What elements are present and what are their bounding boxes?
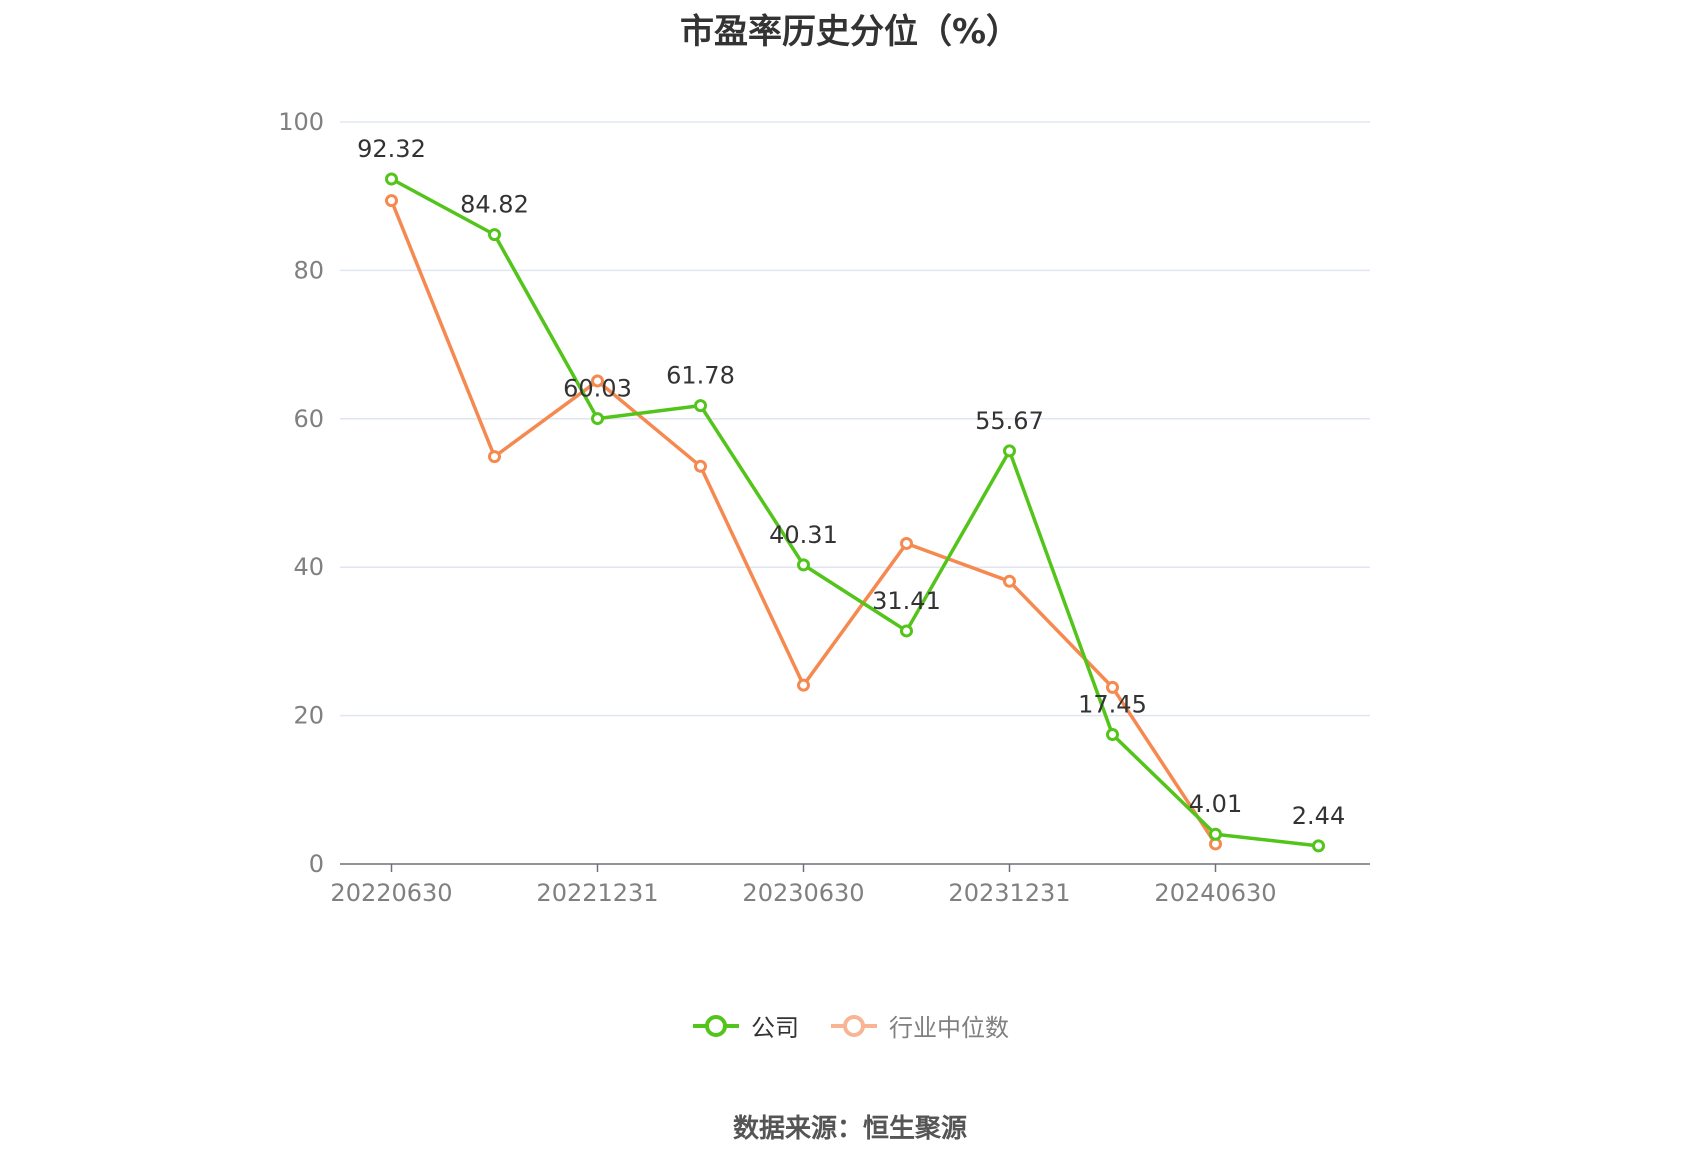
y-tick-label: 20 (293, 702, 324, 730)
grid-layer (340, 121, 1370, 717)
series-point-0 (797, 558, 810, 572)
series-point-0 (1003, 444, 1016, 458)
x-tick-label: 20240630 (1154, 879, 1276, 907)
series-point-0 (1106, 728, 1119, 742)
data-label: 17.45 (1078, 691, 1147, 719)
series-point-1 (694, 459, 707, 473)
series-point-1 (488, 450, 501, 464)
data-label: 55.67 (975, 407, 1044, 435)
data-label: 60.03 (563, 375, 632, 403)
legend-company-marker-icon (693, 1014, 739, 1037)
series-point-0 (1209, 827, 1222, 841)
legend-item-industry[interactable]: 行业中位数 (829, 1008, 1009, 1043)
y-tick-label: 0 (309, 850, 324, 878)
series-point-1 (591, 374, 604, 388)
series-point-0 (1312, 839, 1325, 853)
series-point-0 (591, 412, 604, 426)
y-tick-label: 100 (278, 108, 324, 136)
data-label: 84.82 (460, 191, 529, 219)
x-tick-label: 20221231 (536, 879, 658, 907)
series-point-1 (385, 194, 398, 208)
x-tick-label: 20220630 (330, 879, 452, 907)
data-label: 92.32 (357, 135, 426, 163)
legend-label-industry: 行业中位数 (889, 1014, 1009, 1042)
data-label: 4.01 (1189, 790, 1242, 818)
series-point-0 (694, 399, 707, 413)
data-label-layer: 92.32 84.82 60.03 61.78 40.31 31.41 55.67 17.45… (357, 135, 1345, 830)
data-label: 40.31 (769, 521, 838, 549)
series-point-1 (900, 536, 913, 550)
series-point-1 (1106, 680, 1119, 694)
series-point-0 (488, 228, 501, 242)
series-point-1 (1003, 574, 1016, 588)
y-tick-label: 60 (293, 405, 324, 433)
chart-title: 市盈率历史分位（%） (679, 12, 1021, 52)
legend: 公司 行业中位数 (0, 1008, 1700, 1043)
x-tick-label: 20230630 (742, 879, 864, 907)
legend-item-company[interactable]: 公司 (691, 1008, 799, 1043)
axis-layer: 0 20 40 60 80 100 20220630 20221231 20230630 2023… (278, 108, 1370, 907)
source-note: 数据来源：恒生聚源 (732, 1114, 967, 1144)
legend-industry-marker-icon (831, 1014, 877, 1037)
series-point-0 (900, 624, 913, 638)
legend-label-company: 公司 (751, 1014, 799, 1042)
data-label: 2.44 (1292, 802, 1345, 830)
x-tick-label: 20231231 (948, 879, 1070, 907)
series-point-1 (797, 678, 810, 692)
series-point-0 (385, 172, 398, 186)
data-label: 61.78 (666, 362, 735, 390)
y-tick-label: 40 (293, 553, 324, 581)
data-label: 31.41 (872, 587, 941, 615)
series-line-0 (390, 177, 1319, 848)
y-tick-label: 80 (293, 256, 324, 284)
series-layer (385, 172, 1325, 853)
